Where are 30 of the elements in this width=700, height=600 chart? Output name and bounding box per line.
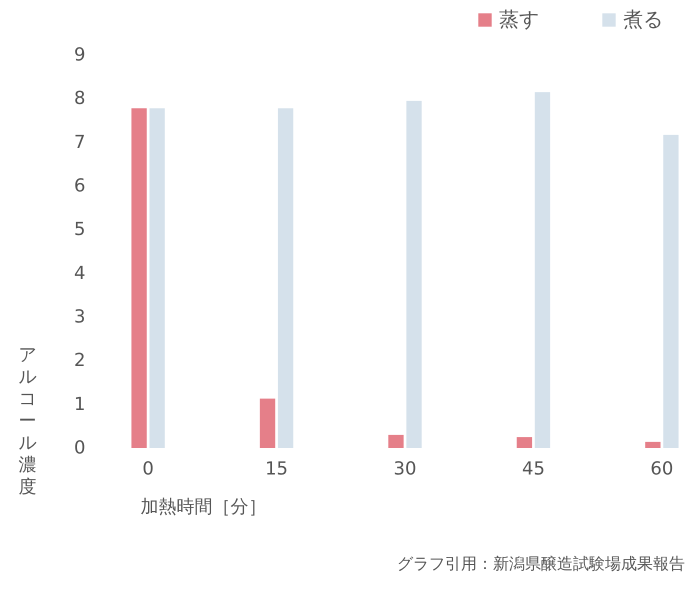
y-axis-title: アルコール濃度 xyxy=(18,344,36,498)
text: グラフ引用：新潟県醸造試験場成果報告 xyxy=(397,554,685,573)
y-tick-label: 4 xyxy=(74,262,86,284)
bar xyxy=(534,92,550,448)
x-tick-label: 45 xyxy=(522,458,545,480)
bar xyxy=(406,100,422,448)
legend-label: 蒸す xyxy=(499,7,539,31)
y-tick-label: 0 xyxy=(74,438,86,458)
y-tick-label: 8 xyxy=(74,88,86,110)
bar xyxy=(278,108,294,448)
x-tick-label: 60 xyxy=(650,458,674,480)
x-axis-title: 加熱時間［分］ xyxy=(140,496,266,518)
y-tick-label: 9 xyxy=(74,44,86,66)
y-tick-label: 7 xyxy=(74,132,86,153)
bar xyxy=(388,434,404,448)
y-tick-label: 1 xyxy=(74,394,86,415)
legend-label: 煮る xyxy=(623,7,663,31)
bar xyxy=(663,134,679,448)
bar xyxy=(645,442,661,448)
bar xyxy=(131,108,147,448)
x-tick-label: 30 xyxy=(394,458,416,480)
y-tick-label: 3 xyxy=(74,306,86,328)
bar xyxy=(260,398,276,448)
x-tick-label: 0 xyxy=(142,458,154,480)
y-tick-label: 6 xyxy=(74,176,86,196)
y-tick-label: 5 xyxy=(74,219,86,240)
x-tick-label: 15 xyxy=(265,458,288,480)
bar xyxy=(516,437,532,448)
y-tick-label: 2 xyxy=(74,350,86,372)
bar xyxy=(149,108,165,448)
